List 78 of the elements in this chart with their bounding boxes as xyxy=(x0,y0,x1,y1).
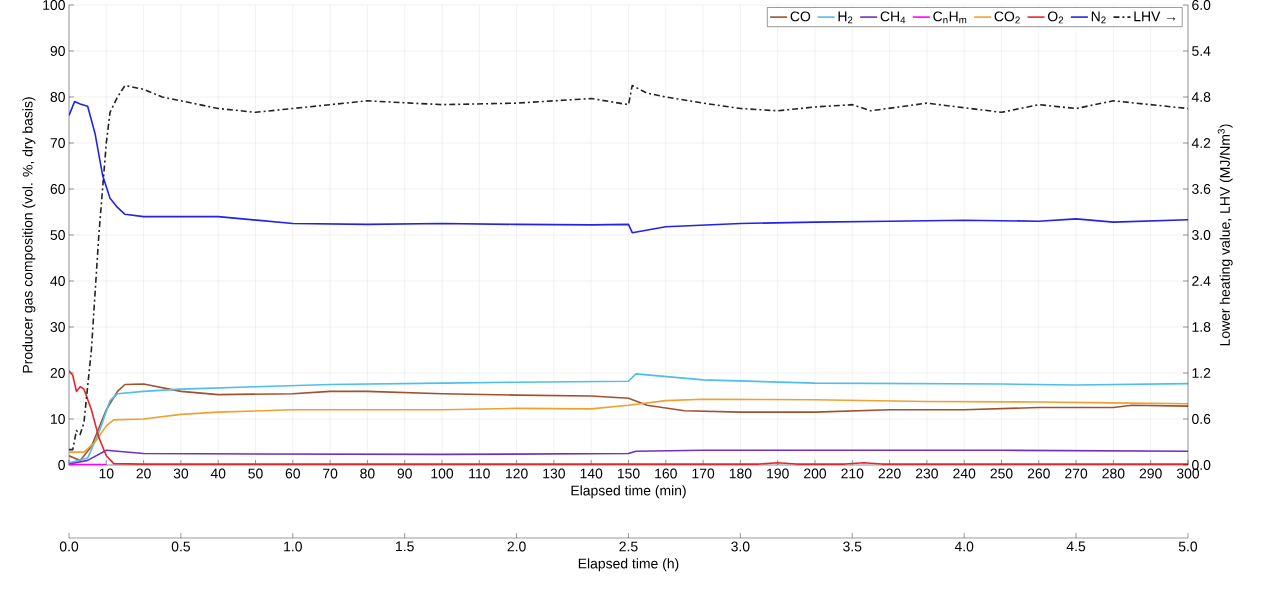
x2-tick-label: 1.0 xyxy=(284,541,302,552)
x-tick-label: 60 xyxy=(285,468,301,479)
x-tick-label: 170 xyxy=(692,468,715,479)
y-tick-label: 90 xyxy=(50,46,65,56)
x2-tick-label: 4.5 xyxy=(1066,541,1086,552)
x-tick-label: 20 xyxy=(136,468,151,479)
x-tick-label: 130 xyxy=(543,468,565,479)
y2-tick-label: 3.0 xyxy=(1192,230,1211,240)
x2-tick-label: 3.5 xyxy=(843,541,862,552)
x-tick-label: 220 xyxy=(878,468,901,479)
x2-tick-label: 2.0 xyxy=(507,541,526,552)
y-tick-label: 10 xyxy=(51,414,65,424)
y2-tick-label: 5.4 xyxy=(1192,46,1211,56)
x2-tick-label: 2.5 xyxy=(619,541,638,552)
x-tick-label: 210 xyxy=(841,468,864,479)
x-tick-label: 160 xyxy=(655,468,677,479)
x-tick-label: 50 xyxy=(248,468,263,479)
legend-label: LHV → xyxy=(1134,11,1176,22)
x2-tick-label: 4.0 xyxy=(954,541,974,552)
legend-label: CO$_{2}$ xyxy=(994,11,1020,24)
line-series xyxy=(69,398,1188,453)
y-axis-title: Producer gas composition (vol. %, dry basis) xyxy=(22,97,36,373)
x-tick-label: 80 xyxy=(360,468,375,479)
x-axis-title: Elapsed time (min) xyxy=(571,485,686,499)
legend-label: CH$_{4}$ xyxy=(880,11,906,24)
x2-tick-label: 3.0 xyxy=(731,541,750,552)
y-tick-label: 100 xyxy=(43,0,65,10)
y2-tick-label: 4.8 xyxy=(1191,92,1211,102)
legend-label: CO xyxy=(790,11,811,22)
x2-tick-label: 0.5 xyxy=(171,541,190,552)
line-series xyxy=(69,84,1188,451)
legend-label: O$_{2}$ xyxy=(1047,11,1064,24)
y2-tick-label: 3.6 xyxy=(1192,184,1211,194)
x-tick-label: 120 xyxy=(506,468,528,479)
x-tick-label: 180 xyxy=(729,468,752,479)
x2-tick-label: 0.0 xyxy=(59,541,79,552)
x-tick-label: 250 xyxy=(990,468,1013,479)
x-tick-label: 90 xyxy=(397,468,412,479)
y2-tick-label: 6.0 xyxy=(1192,0,1211,10)
x-tick-label: 70 xyxy=(323,468,338,479)
x-tick-label: 10 xyxy=(99,468,114,479)
legend-label: N$_{2}$ xyxy=(1091,11,1106,24)
y2-tick-label: 1.2 xyxy=(1192,368,1211,378)
x-tick-label: 110 xyxy=(469,468,490,479)
x2-tick-label: 1.5 xyxy=(396,541,414,552)
x-tick-label: 280 xyxy=(1102,468,1125,479)
x-tick-label: 30 xyxy=(173,468,189,479)
legend-label: C$_{n}$H$_{m}$ xyxy=(933,11,967,24)
x-tick-label: 240 xyxy=(953,468,976,479)
x-tick-label: 230 xyxy=(915,468,938,479)
y-tick-label: 30 xyxy=(50,322,65,332)
x-tick-label: 270 xyxy=(1065,468,1088,479)
y-tick-label: 0 xyxy=(58,460,65,470)
y2-tick-label: 4.2 xyxy=(1191,138,1211,148)
x-tick-label: 40 xyxy=(210,468,226,479)
y-tick-label: 60 xyxy=(50,184,65,194)
y2-tick-label: 2.4 xyxy=(1192,276,1211,286)
x-tick-label: 100 xyxy=(431,468,454,479)
y2-tick-label: 0.0 xyxy=(1192,460,1211,470)
y-tick-label: 20 xyxy=(50,368,65,378)
y-tick-label: 80 xyxy=(50,92,65,102)
y2-tick-label: 1.8 xyxy=(1192,322,1211,332)
x-tick-label: 200 xyxy=(804,468,827,479)
y-tick-label: 50 xyxy=(50,230,65,240)
line-series xyxy=(69,100,1188,234)
x-tick-label: 290 xyxy=(1139,468,1162,479)
x2-axis-title: Elapsed time (h) xyxy=(578,558,679,572)
legend-label: H$_{2}$ xyxy=(838,11,853,24)
x-tick-label: 140 xyxy=(580,468,603,479)
y-tick-label: 40 xyxy=(50,276,65,286)
y2-tick-label: 0.6 xyxy=(1192,414,1211,424)
x-tick-label: 260 xyxy=(1027,468,1050,479)
x2-tick-label: 5.0 xyxy=(1178,541,1198,552)
y2-axis-title: Lower heating value, LHV (MJ/Nm$^{3}$) xyxy=(1217,124,1233,346)
y-tick-label: 70 xyxy=(50,138,65,148)
x-tick-label: 190 xyxy=(767,468,789,479)
x-tick-label: 300 xyxy=(1176,468,1200,479)
x-tick-label: 150 xyxy=(617,468,640,479)
